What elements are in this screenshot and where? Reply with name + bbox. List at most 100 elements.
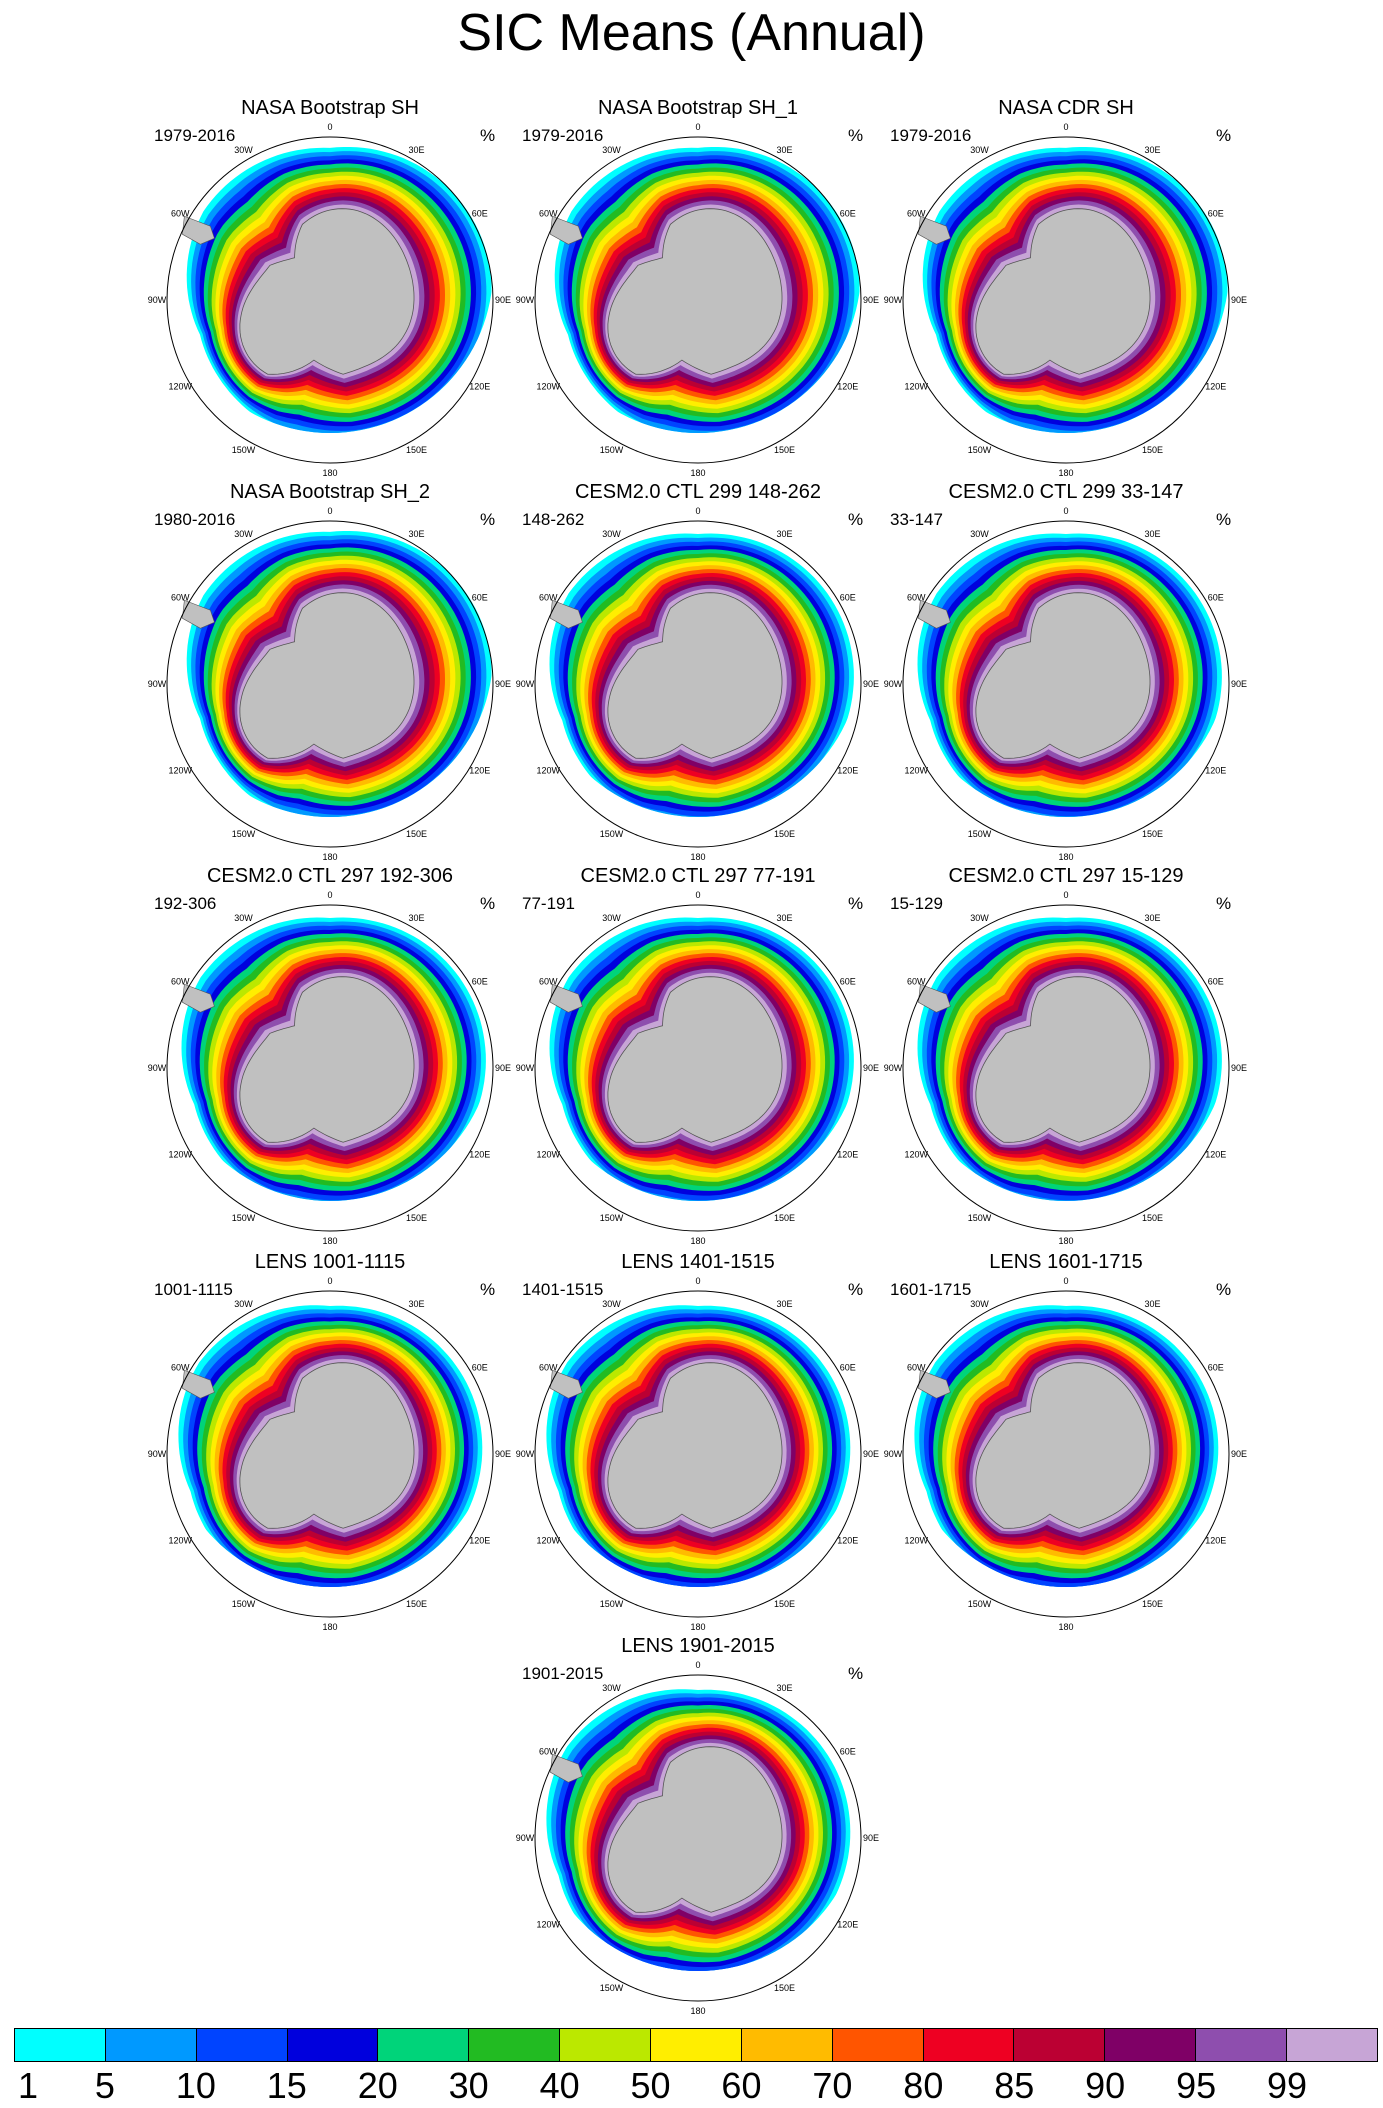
longitude-label: 120E bbox=[837, 766, 858, 776]
panel-unit: % bbox=[1216, 1280, 1232, 1299]
longitude-label: 120W bbox=[168, 766, 192, 776]
longitude-label: 120E bbox=[469, 1536, 490, 1546]
longitude-label: 90W bbox=[148, 1449, 167, 1459]
longitude-label: 0 bbox=[1063, 506, 1068, 516]
longitude-label: 90E bbox=[1231, 1063, 1247, 1073]
panel-period: 77-191 bbox=[522, 894, 575, 913]
longitude-label: 150E bbox=[774, 829, 795, 839]
colorbar-box bbox=[560, 2029, 652, 2061]
panel-title: LENS 1001-1115 bbox=[254, 1251, 406, 1273]
map-panel: LENS 1901-2015 1901-2015% 0 30E 60E 90E 120E 15… bbox=[516, 1634, 879, 2016]
panel-title: CESM2.0 CTL 299 148-262 bbox=[574, 481, 822, 503]
panel-title: NASA Bootstrap SH_1 bbox=[597, 97, 799, 119]
polar-map: 0 30E 60E 90E 120E 150E 180 150W 120W 90W 60W 30W bbox=[148, 506, 511, 862]
longitude-label: 90W bbox=[516, 1833, 535, 1843]
longitude-label: 120E bbox=[837, 1920, 858, 1930]
colorbar-label: 70 bbox=[812, 2065, 853, 2106]
panel-period: 33-147 bbox=[890, 510, 943, 529]
map-boundary bbox=[902, 136, 1230, 464]
longitude-label: 30E bbox=[408, 913, 424, 923]
panel-period: 1979-2016 bbox=[890, 126, 972, 145]
map-boundary bbox=[534, 904, 862, 1232]
longitude-label: 120W bbox=[536, 1150, 560, 1160]
longitude-label: 60W bbox=[907, 977, 926, 987]
longitude-label: 90W bbox=[884, 295, 903, 305]
longitude-label: 90E bbox=[1231, 679, 1247, 689]
longitude-label: 90W bbox=[516, 1063, 535, 1073]
longitude-label: 90W bbox=[516, 1449, 535, 1459]
polar-map: 0 30E 60E 90E 120E 150E 180 150W 120W 90W 60W 30W bbox=[516, 506, 879, 862]
colorbar-label: 5 bbox=[94, 2065, 115, 2106]
map-panel: CESM2.0 CTL 297 192-306 192-306% 0 30E 60E 90… bbox=[148, 864, 511, 1246]
colorbar-label: 15 bbox=[266, 2065, 307, 2106]
longitude-label: 150W bbox=[600, 1213, 624, 1223]
colorbar-label: 40 bbox=[539, 2065, 580, 2106]
figure-title: SIC Means (Annual) bbox=[457, 4, 926, 62]
longitude-label: 60E bbox=[1208, 593, 1224, 603]
longitude-label: 60E bbox=[472, 1363, 488, 1373]
longitude-label: 0 bbox=[1063, 1276, 1068, 1286]
antarctica-landmass bbox=[607, 592, 783, 759]
panel-title: NASA CDR SH bbox=[998, 97, 1134, 119]
map-content bbox=[914, 1305, 1219, 1587]
longitude-label: 150W bbox=[968, 829, 992, 839]
longitude-label: 60E bbox=[840, 977, 856, 987]
antarctica-landmass bbox=[239, 976, 415, 1143]
panel-title: NASA Bootstrap SH bbox=[241, 97, 419, 119]
longitude-label: 60E bbox=[472, 209, 488, 219]
longitude-label: 30E bbox=[776, 1299, 792, 1309]
colorbar-box bbox=[378, 2029, 470, 2061]
longitude-label: 150E bbox=[1142, 829, 1163, 839]
longitude-label: 60W bbox=[907, 593, 926, 603]
map-boundary bbox=[902, 1290, 1230, 1618]
longitude-label: 120W bbox=[168, 382, 192, 392]
panel-title: NASA Bootstrap SH_2 bbox=[229, 481, 431, 503]
map-content bbox=[918, 147, 1228, 433]
longitude-label: 90W bbox=[884, 1449, 903, 1459]
colorbar-box bbox=[469, 2029, 561, 2061]
longitude-label: 150E bbox=[406, 829, 427, 839]
longitude-label: 30W bbox=[234, 529, 253, 539]
colorbar-box bbox=[651, 2029, 742, 2061]
map-panel: CESM2.0 CTL 299 148-262 148-262% 0 30E 60E 90… bbox=[516, 480, 879, 862]
longitude-label: 60W bbox=[539, 1363, 558, 1373]
map-panel: LENS 1401-1515 1401-1515% 0 30E 60E 90E 120E 15… bbox=[516, 1250, 879, 1632]
longitude-label: 30W bbox=[602, 529, 621, 539]
longitude-label: 150W bbox=[232, 829, 256, 839]
longitude-label: 30W bbox=[602, 1683, 621, 1693]
longitude-label: 150E bbox=[406, 1213, 427, 1223]
longitude-label: 30E bbox=[408, 145, 424, 155]
map-content bbox=[181, 917, 486, 1201]
colorbar-box bbox=[105, 2029, 197, 2061]
longitude-label: 180 bbox=[1058, 468, 1073, 478]
longitude-label: 150E bbox=[774, 1983, 795, 1993]
longitude-label: 180 bbox=[690, 2006, 705, 2016]
longitude-label: 0 bbox=[327, 122, 332, 132]
longitude-label: 0 bbox=[1063, 122, 1068, 132]
colorbar-label: 20 bbox=[357, 2065, 398, 2106]
longitude-label: 150W bbox=[600, 829, 624, 839]
colorbar-box bbox=[1287, 2029, 1377, 2061]
polar-map: 0 30E 60E 90E 120E 150E 180 150W 120W 90W 60W 30W bbox=[516, 1276, 879, 1632]
longitude-label: 30W bbox=[970, 913, 989, 923]
longitude-label: 150W bbox=[232, 1213, 256, 1223]
map-panel: NASA Bootstrap SH 1979-2016% 0 30E 60E 90E 120… bbox=[148, 96, 511, 478]
map-panel: LENS 1601-1715 1601-1715% 0 30E 60E 90E 120E 15… bbox=[884, 1250, 1247, 1632]
longitude-label: 120E bbox=[837, 1536, 858, 1546]
longitude-label: 30W bbox=[970, 1299, 989, 1309]
longitude-label: 150E bbox=[1142, 1599, 1163, 1609]
colorbar-label: 30 bbox=[448, 2065, 489, 2106]
longitude-label: 90W bbox=[516, 679, 535, 689]
longitude-label: 120E bbox=[837, 1150, 858, 1160]
antarctica-landmass bbox=[239, 208, 415, 375]
longitude-label: 90E bbox=[1231, 1449, 1247, 1459]
panel-period: 192-306 bbox=[154, 894, 217, 913]
map-panel: CESM2.0 CTL 297 77-191 77-191% 0 30E 60E 90E 1… bbox=[516, 864, 879, 1246]
longitude-label: 90E bbox=[863, 1449, 879, 1459]
longitude-label: 60E bbox=[840, 1747, 856, 1757]
antarctica-landmass bbox=[607, 208, 783, 375]
longitude-label: 150W bbox=[232, 445, 256, 455]
panel-unit: % bbox=[1216, 510, 1232, 529]
antarctica-landmass bbox=[975, 592, 1151, 759]
colorbar-label: 95 bbox=[1176, 2065, 1217, 2106]
